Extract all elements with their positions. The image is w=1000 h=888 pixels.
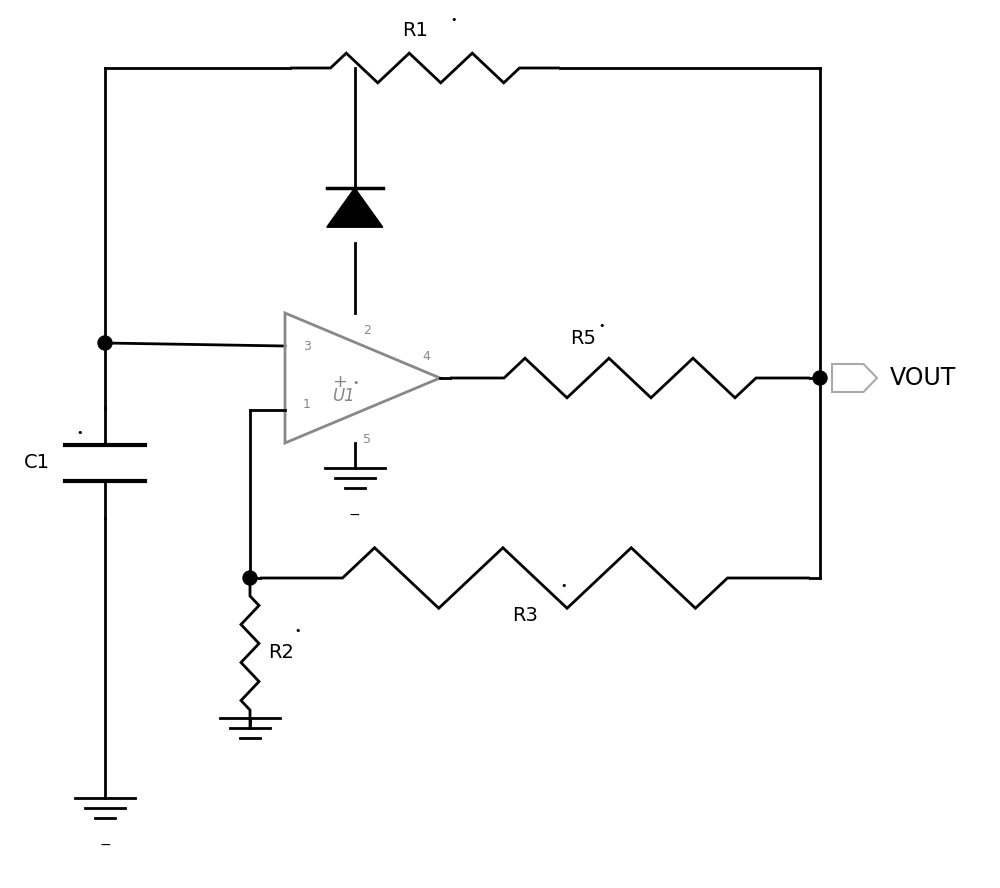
Circle shape [98, 336, 112, 350]
Text: 4: 4 [422, 350, 430, 362]
Text: −: − [349, 508, 361, 522]
Text: R5: R5 [570, 329, 596, 348]
Text: +: + [332, 373, 348, 391]
Circle shape [813, 371, 827, 385]
Text: 1: 1 [303, 399, 311, 411]
Text: 5: 5 [363, 433, 371, 446]
Text: •: • [76, 428, 82, 438]
Text: C1: C1 [24, 454, 50, 472]
Text: •: • [294, 626, 300, 636]
Text: R2: R2 [268, 644, 294, 662]
Text: 2: 2 [363, 324, 371, 337]
Text: U1: U1 [333, 387, 355, 405]
Text: •: • [560, 581, 566, 591]
Text: R1: R1 [402, 21, 428, 40]
Circle shape [243, 571, 257, 585]
Text: VOUT: VOUT [890, 366, 956, 390]
Polygon shape [327, 188, 383, 227]
Text: R3: R3 [512, 606, 538, 625]
Text: •: • [352, 378, 358, 388]
Text: •: • [598, 321, 604, 331]
Text: •: • [450, 15, 456, 25]
Text: 3: 3 [303, 339, 311, 353]
Text: −: − [99, 838, 111, 852]
